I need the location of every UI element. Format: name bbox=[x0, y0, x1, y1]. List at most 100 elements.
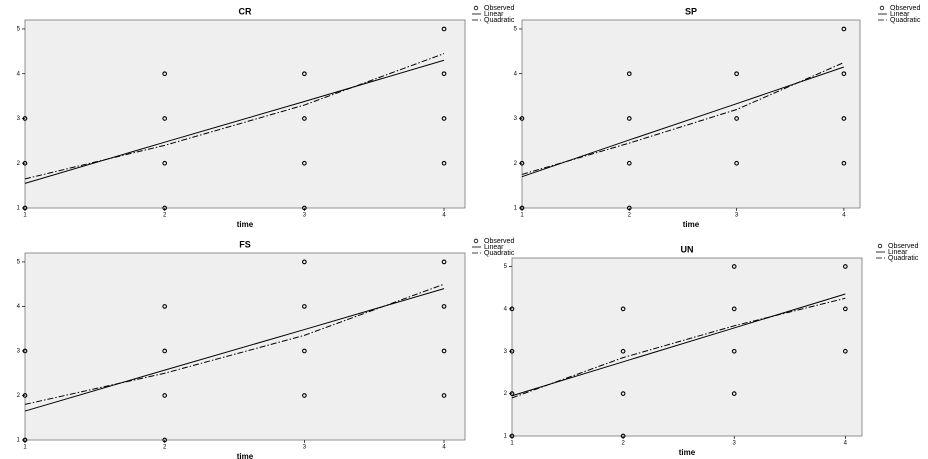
x-axis-label: time bbox=[237, 452, 254, 459]
y-tick-label: 5 bbox=[17, 259, 21, 265]
x-tick-label: 2 bbox=[163, 213, 167, 219]
observed-point bbox=[842, 264, 848, 269]
observed-point bbox=[519, 160, 525, 166]
observed-point bbox=[162, 348, 168, 354]
x-tick-label: 1 bbox=[23, 445, 27, 451]
observed-point bbox=[441, 259, 447, 265]
observed-point bbox=[441, 160, 447, 166]
observed-point bbox=[302, 259, 307, 265]
x-tick-label: 1 bbox=[510, 441, 514, 447]
legend-marker bbox=[879, 5, 885, 11]
observed-point bbox=[162, 304, 168, 309]
observed-point bbox=[302, 71, 307, 77]
fit-line bbox=[24, 53, 445, 180]
observed-point bbox=[620, 433, 626, 439]
legend-label: Linear bbox=[890, 11, 910, 18]
y-tick-label: 2 bbox=[504, 391, 508, 397]
x-tick-label: 1 bbox=[23, 213, 27, 219]
y-tick-label: 2 bbox=[17, 393, 21, 399]
x-tick-label: 4 bbox=[442, 445, 446, 451]
observed-point bbox=[842, 306, 848, 312]
observed-point bbox=[22, 160, 28, 166]
observed-point bbox=[302, 348, 307, 354]
observed-point bbox=[509, 348, 515, 354]
legend-label: Linear bbox=[484, 244, 504, 251]
observed-point bbox=[842, 348, 848, 354]
y-tick-label: 2 bbox=[514, 161, 518, 167]
fit-line bbox=[24, 283, 445, 405]
observed-point bbox=[731, 391, 737, 396]
legend-marker bbox=[473, 238, 479, 244]
observed-point bbox=[626, 71, 632, 77]
observed-point bbox=[441, 348, 447, 354]
x-tick-label: 4 bbox=[442, 213, 446, 219]
legend-marker bbox=[473, 5, 479, 11]
observed-point bbox=[302, 304, 307, 309]
y-tick-label: 3 bbox=[504, 349, 508, 355]
x-tick-label: 3 bbox=[733, 441, 737, 447]
observed-point bbox=[22, 205, 28, 211]
observed-point bbox=[509, 433, 515, 439]
legend-label: Quadratic bbox=[890, 17, 921, 24]
chart-title: SP bbox=[685, 6, 697, 16]
y-tick-label: 3 bbox=[17, 116, 21, 122]
observed-point bbox=[841, 71, 847, 77]
legend-label: Observed bbox=[890, 5, 920, 12]
observed-point bbox=[519, 116, 525, 121]
legend-label: Observed bbox=[484, 5, 514, 12]
x-axis-label: time bbox=[683, 220, 700, 229]
observed-point bbox=[620, 348, 626, 354]
legend-label: Linear bbox=[888, 249, 908, 256]
observed-point bbox=[626, 116, 632, 121]
observed-point bbox=[841, 26, 847, 32]
legend-marker bbox=[877, 243, 883, 249]
observed-point bbox=[162, 393, 168, 398]
observed-point bbox=[626, 205, 632, 211]
observed-point bbox=[302, 160, 307, 166]
y-tick-label: 4 bbox=[514, 71, 518, 77]
observed-point bbox=[734, 116, 739, 121]
y-tick-label: 3 bbox=[17, 349, 21, 355]
legend-label: Quadratic bbox=[484, 250, 515, 257]
observed-point bbox=[441, 304, 447, 309]
fit-line bbox=[521, 66, 845, 178]
observed-point bbox=[162, 71, 168, 77]
y-tick-label: 5 bbox=[514, 27, 518, 33]
observed-point bbox=[841, 116, 847, 121]
y-tick-label: 5 bbox=[17, 27, 21, 33]
legend-label: Observed bbox=[484, 238, 514, 245]
chart-title: UN bbox=[681, 244, 694, 254]
legend-label: Observed bbox=[888, 243, 918, 250]
observed-point bbox=[162, 437, 168, 443]
x-tick-label: 3 bbox=[735, 213, 739, 219]
observed-point bbox=[441, 71, 447, 77]
observed-point bbox=[620, 306, 626, 312]
y-tick-label: 4 bbox=[17, 71, 21, 77]
observed-point bbox=[441, 116, 447, 121]
legend-label: Quadratic bbox=[484, 17, 515, 24]
x-axis-label: time bbox=[237, 220, 254, 229]
plot-area bbox=[24, 19, 466, 209]
observed-point bbox=[302, 393, 307, 398]
x-tick-label: 2 bbox=[628, 213, 632, 219]
observed-point bbox=[162, 116, 168, 121]
observed-point bbox=[731, 348, 737, 354]
x-axis-label: time bbox=[679, 448, 696, 457]
observed-point bbox=[302, 205, 307, 211]
plot-area bbox=[511, 257, 863, 437]
observed-point bbox=[509, 306, 515, 312]
observed-point bbox=[731, 264, 737, 269]
x-tick-label: 1 bbox=[520, 213, 524, 219]
observed-point bbox=[841, 160, 847, 166]
observed-point bbox=[441, 393, 447, 398]
observed-point bbox=[22, 393, 28, 398]
x-tick-label: 4 bbox=[844, 441, 848, 447]
y-tick-label: 5 bbox=[504, 264, 508, 270]
observed-point bbox=[731, 306, 737, 312]
observed-point bbox=[626, 160, 632, 166]
y-tick-label: 1 bbox=[514, 206, 518, 212]
observed-point bbox=[734, 71, 739, 77]
x-tick-label: 3 bbox=[303, 445, 307, 451]
chart-title: FS bbox=[239, 239, 251, 249]
